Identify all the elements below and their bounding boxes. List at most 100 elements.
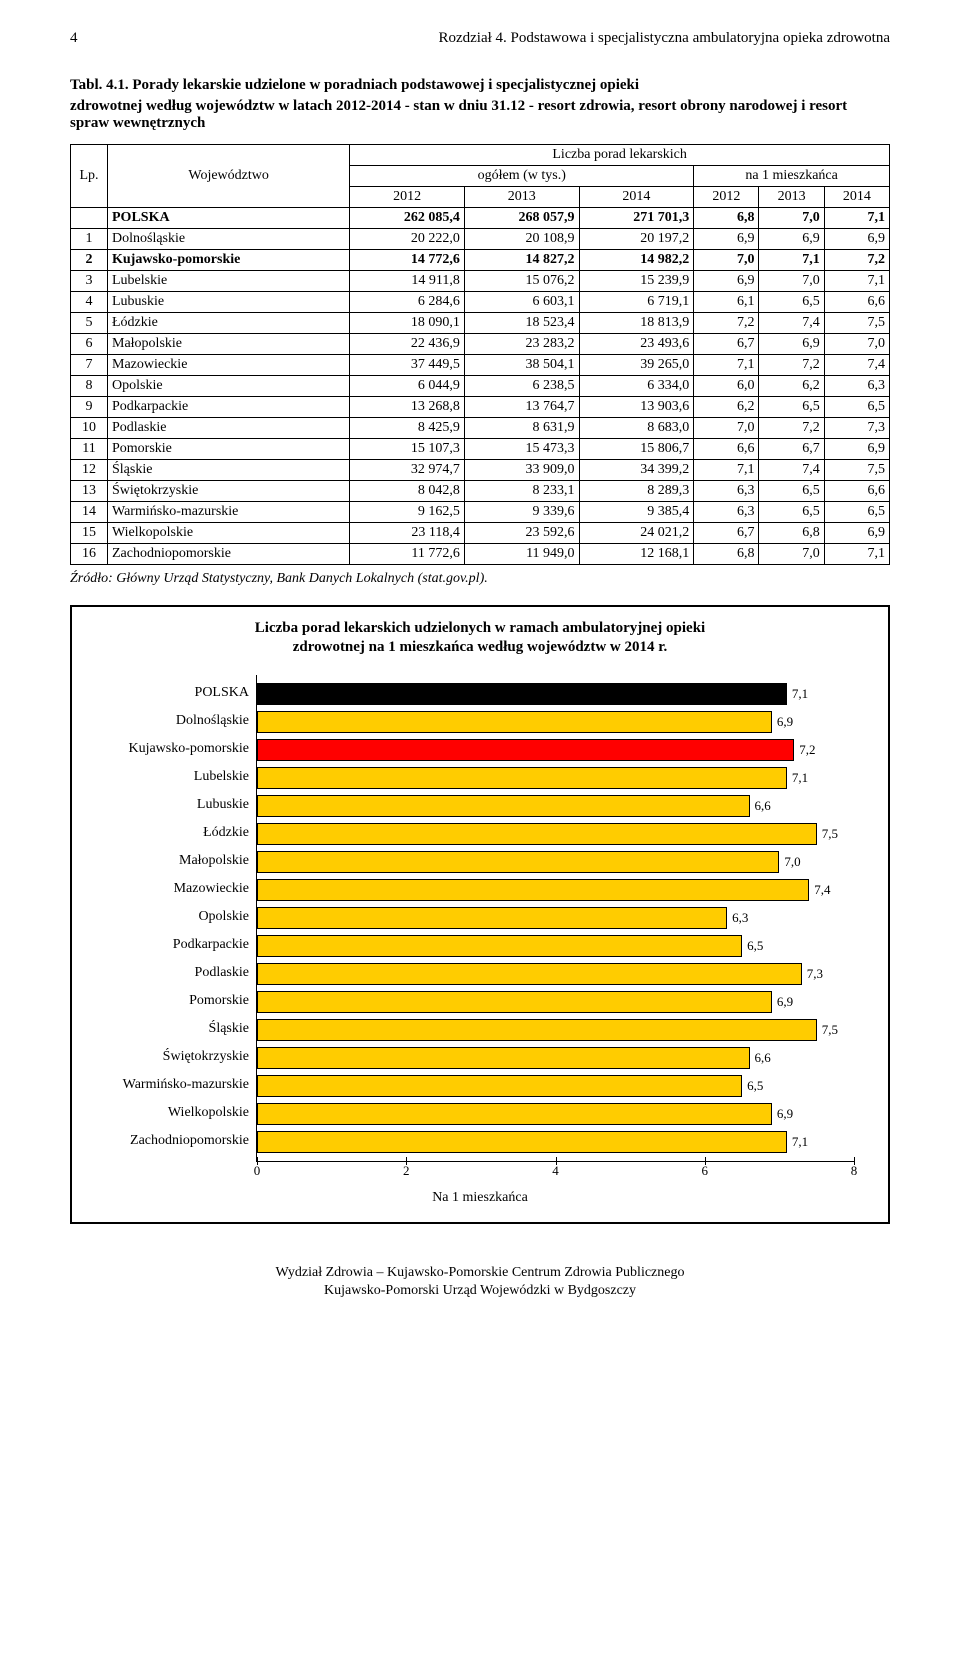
cell-value: 7,1 bbox=[759, 250, 824, 271]
cell-value: 12 168,1 bbox=[579, 544, 694, 565]
chart-bar: 7,1 bbox=[257, 1131, 787, 1153]
cell-value: 7,1 bbox=[824, 208, 889, 229]
cell-value: 39 265,0 bbox=[579, 355, 694, 376]
chart-bar-row: Świętokrzyskie6,6 bbox=[257, 1047, 854, 1069]
cell-value: 23 592,6 bbox=[464, 523, 579, 544]
cell-lp bbox=[71, 208, 108, 229]
chart-bar-row: Wielkopolskie6,9 bbox=[257, 1103, 854, 1125]
chart-bar-row: Kujawsko-pomorskie7,2 bbox=[257, 739, 854, 761]
chart-bar: 7,4 bbox=[257, 879, 809, 901]
chart-bar-label: Pomorskie bbox=[189, 993, 257, 1009]
cell-name: Podlaskie bbox=[108, 418, 350, 439]
cell-value: 32 974,7 bbox=[350, 460, 465, 481]
chart-bar: 7,1 bbox=[257, 767, 787, 789]
cell-value: 8 289,3 bbox=[579, 481, 694, 502]
chart-bar-row: Lubelskie7,1 bbox=[257, 767, 854, 789]
cell-value: 7,1 bbox=[824, 544, 889, 565]
chart-xtick: 2 bbox=[403, 1163, 410, 1179]
chart-bar: 6,9 bbox=[257, 1103, 772, 1125]
cell-value: 22 436,9 bbox=[350, 334, 465, 355]
cell-value: 13 268,8 bbox=[350, 397, 465, 418]
chart-bar: 6,6 bbox=[257, 795, 750, 817]
chart-bar-value: 7,4 bbox=[808, 882, 830, 898]
chart-bar-value: 6,5 bbox=[741, 938, 763, 954]
col-ogolem: ogółem (w tys.) bbox=[350, 166, 694, 187]
chart-bar-label: Wielkopolskie bbox=[168, 1105, 257, 1121]
cell-value: 7,0 bbox=[694, 250, 759, 271]
cell-value: 6 238,5 bbox=[464, 376, 579, 397]
cell-value: 15 239,9 bbox=[579, 271, 694, 292]
cell-value: 6,8 bbox=[694, 544, 759, 565]
cell-name: Świętokrzyskie bbox=[108, 481, 350, 502]
table-row: 12Śląskie32 974,733 909,034 399,27,17,47… bbox=[71, 460, 890, 481]
table-caption-line1: Tabl. 4.1. Porady lekarskie udzielone w … bbox=[70, 77, 890, 94]
chart-bar-label: Lubuskie bbox=[197, 797, 257, 813]
chart-bar: 6,5 bbox=[257, 1075, 742, 1097]
cell-name: Kujawsko-pomorskie bbox=[108, 250, 350, 271]
cell-value: 6,3 bbox=[694, 481, 759, 502]
cell-value: 6 603,1 bbox=[464, 292, 579, 313]
cell-name: Dolnośląskie bbox=[108, 229, 350, 250]
chart-bar-value: 6,6 bbox=[749, 1050, 771, 1066]
col-year: 2014 bbox=[824, 187, 889, 208]
cell-value: 15 076,2 bbox=[464, 271, 579, 292]
chart-bar-row: Zachodniopomorskie7,1 bbox=[257, 1131, 854, 1153]
cell-value: 6,9 bbox=[759, 229, 824, 250]
cell-name: Pomorskie bbox=[108, 439, 350, 460]
chart-container: Liczba porad lekarskich udzielonych w ra… bbox=[70, 605, 890, 1224]
cell-name: Wielkopolskie bbox=[108, 523, 350, 544]
cell-name: Warmińsko-mazurskie bbox=[108, 502, 350, 523]
cell-value: 7,0 bbox=[759, 208, 824, 229]
cell-value: 38 504,1 bbox=[464, 355, 579, 376]
table-row: 14Warmińsko-mazurskie9 162,59 339,69 385… bbox=[71, 502, 890, 523]
cell-value: 14 911,8 bbox=[350, 271, 465, 292]
chart-bar: 6,6 bbox=[257, 1047, 750, 1069]
chart-bar: 7,2 bbox=[257, 739, 794, 761]
chart-bar-row: Mazowieckie7,4 bbox=[257, 879, 854, 901]
page-number: 4 bbox=[70, 30, 78, 47]
chart-bar-label: Dolnośląskie bbox=[176, 713, 257, 729]
chart-bar-value: 6,6 bbox=[749, 798, 771, 814]
cell-value: 268 057,9 bbox=[464, 208, 579, 229]
cell-value: 9 385,4 bbox=[579, 502, 694, 523]
cell-value: 7,0 bbox=[759, 271, 824, 292]
col-lp: Lp. bbox=[71, 145, 108, 208]
chapter-title: Rozdział 4. Podstawowa i specjalistyczna… bbox=[438, 30, 890, 47]
chart-bar: 6,5 bbox=[257, 935, 742, 957]
cell-value: 6,6 bbox=[694, 439, 759, 460]
page-header: 4 Rozdział 4. Podstawowa i specjalistycz… bbox=[70, 30, 890, 47]
cell-value: 8 631,9 bbox=[464, 418, 579, 439]
cell-value: 7,3 bbox=[824, 418, 889, 439]
cell-value: 6,6 bbox=[824, 481, 889, 502]
cell-name: Lubuskie bbox=[108, 292, 350, 313]
cell-value: 6 044,9 bbox=[350, 376, 465, 397]
cell-value: 7,0 bbox=[759, 544, 824, 565]
cell-value: 6,7 bbox=[759, 439, 824, 460]
cell-value: 6,8 bbox=[694, 208, 759, 229]
cell-lp: 12 bbox=[71, 460, 108, 481]
chart-bar-row: Warmińsko-mazurskie6,5 bbox=[257, 1075, 854, 1097]
chart-xtick: 8 bbox=[851, 1163, 858, 1179]
source-note: Źródło: Główny Urząd Statystyczny, Bank … bbox=[70, 571, 890, 587]
chart-bar-value: 7,3 bbox=[801, 966, 823, 982]
cell-value: 6,5 bbox=[759, 292, 824, 313]
cell-value: 6,9 bbox=[824, 523, 889, 544]
chart-bar-row: Śląskie7,5 bbox=[257, 1019, 854, 1041]
cell-value: 7,4 bbox=[759, 313, 824, 334]
cell-lp: 6 bbox=[71, 334, 108, 355]
cell-name: Śląskie bbox=[108, 460, 350, 481]
cell-value: 14 827,2 bbox=[464, 250, 579, 271]
cell-value: 7,0 bbox=[824, 334, 889, 355]
cell-value: 23 283,2 bbox=[464, 334, 579, 355]
cell-lp: 3 bbox=[71, 271, 108, 292]
col-woj: Województwo bbox=[108, 145, 350, 208]
cell-value: 6,9 bbox=[759, 334, 824, 355]
table-row: 16Zachodniopomorskie11 772,611 949,012 1… bbox=[71, 544, 890, 565]
cell-value: 7,1 bbox=[694, 355, 759, 376]
cell-name: POLSKA bbox=[108, 208, 350, 229]
cell-name: Mazowieckie bbox=[108, 355, 350, 376]
cell-value: 20 222,0 bbox=[350, 229, 465, 250]
chart-bar-value: 6,9 bbox=[771, 1106, 793, 1122]
cell-value: 8 683,0 bbox=[579, 418, 694, 439]
table-row: 6Małopolskie22 436,923 283,223 493,66,76… bbox=[71, 334, 890, 355]
